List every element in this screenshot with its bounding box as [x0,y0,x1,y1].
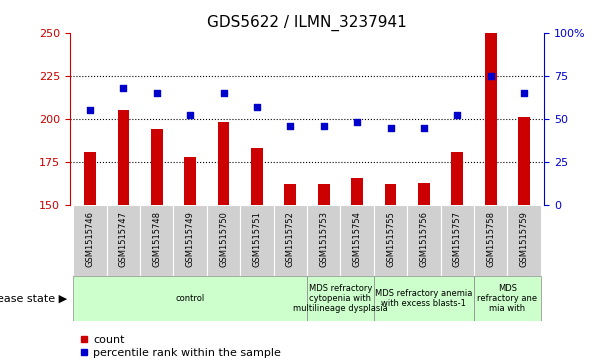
FancyBboxPatch shape [508,205,541,276]
FancyBboxPatch shape [207,205,240,276]
Bar [385,184,396,205]
FancyBboxPatch shape [340,205,374,276]
FancyBboxPatch shape [73,205,106,276]
Title: GDS5622 / ILMN_3237941: GDS5622 / ILMN_3237941 [207,15,407,31]
Text: GSM1515756: GSM1515756 [420,211,429,267]
FancyBboxPatch shape [140,205,173,276]
FancyBboxPatch shape [240,205,274,276]
Point [452,113,462,118]
Point [152,90,162,96]
Text: GSM1515753: GSM1515753 [319,211,328,267]
Point [419,125,429,130]
Point [119,85,128,91]
Point [286,123,295,129]
Point [319,123,328,129]
Bar [285,184,296,205]
Bar [218,122,229,205]
Text: GSM1515751: GSM1515751 [252,211,261,267]
Bar [84,152,96,205]
Bar [418,183,430,205]
Point [385,125,395,130]
FancyBboxPatch shape [106,205,140,276]
Text: MDS refractory anemia
with excess blasts-1: MDS refractory anemia with excess blasts… [375,289,472,308]
Text: disease state ▶: disease state ▶ [0,294,67,303]
Point [486,73,496,79]
Text: GSM1515752: GSM1515752 [286,211,295,267]
Text: GSM1515758: GSM1515758 [486,211,496,267]
Text: GSM1515755: GSM1515755 [386,211,395,267]
Text: GSM1515749: GSM1515749 [185,211,195,267]
FancyBboxPatch shape [307,276,374,321]
Text: MDS
refractory ane
mia with: MDS refractory ane mia with [477,284,537,314]
FancyBboxPatch shape [173,205,207,276]
Point [85,107,95,113]
FancyBboxPatch shape [474,205,508,276]
Text: GSM1515759: GSM1515759 [520,211,528,267]
Bar [184,157,196,205]
Text: GSM1515754: GSM1515754 [353,211,362,267]
Bar [151,129,162,205]
Point [352,119,362,125]
Text: GSM1515757: GSM1515757 [453,211,462,267]
Point [252,104,262,110]
Point [185,113,195,118]
Text: GSM1515750: GSM1515750 [219,211,228,267]
Bar [485,33,497,205]
Text: MDS refractory
cytopenia with
multilineage dysplasia: MDS refractory cytopenia with multilinea… [293,284,388,314]
FancyBboxPatch shape [274,205,307,276]
Bar [251,148,263,205]
FancyBboxPatch shape [374,205,407,276]
FancyBboxPatch shape [307,205,340,276]
FancyBboxPatch shape [73,276,307,321]
Bar [452,152,463,205]
Bar [318,184,330,205]
FancyBboxPatch shape [374,276,474,321]
Text: GSM1515746: GSM1515746 [86,211,94,267]
FancyBboxPatch shape [407,205,441,276]
FancyBboxPatch shape [474,276,541,321]
Bar [351,178,363,205]
Text: control: control [176,294,205,303]
Point [219,90,229,96]
FancyBboxPatch shape [441,205,474,276]
Point [519,90,529,96]
Text: GSM1515747: GSM1515747 [119,211,128,267]
Text: GSM1515748: GSM1515748 [152,211,161,267]
Bar [518,117,530,205]
Legend: count, percentile rank within the sample: count, percentile rank within the sample [75,330,286,363]
Bar [117,110,129,205]
